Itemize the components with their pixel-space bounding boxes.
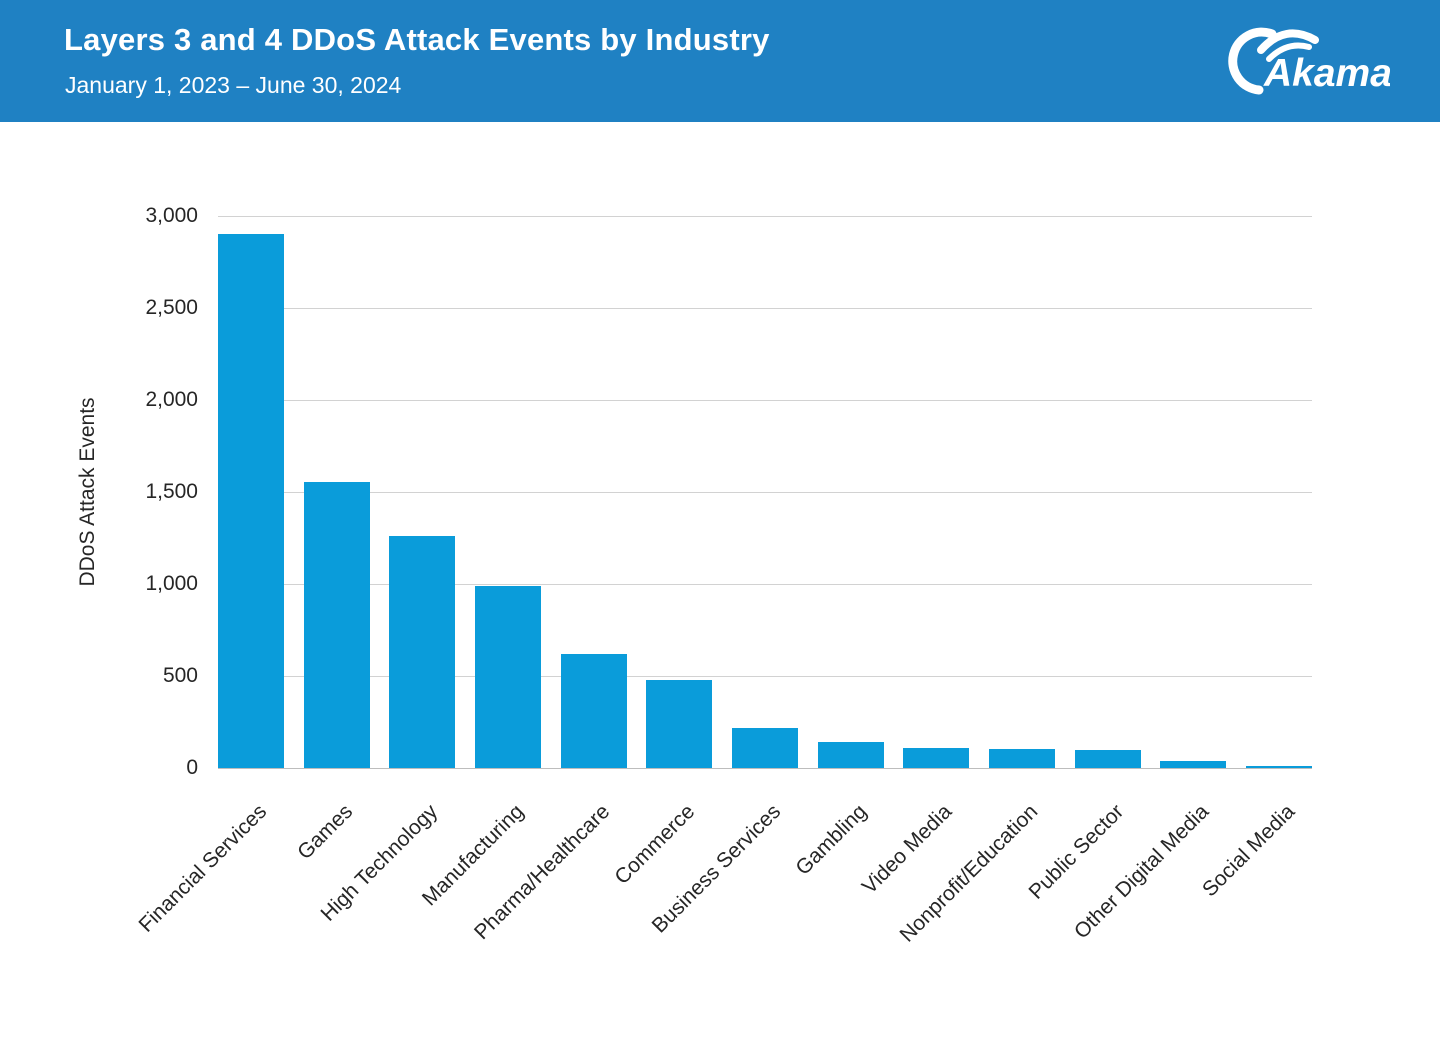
x-category-label: Social Media: [1197, 800, 1300, 902]
bar: [1246, 766, 1312, 768]
x-category-label: Games: [293, 800, 358, 865]
gridline: [218, 768, 1312, 769]
gridline: [218, 584, 1312, 585]
bar: [304, 482, 370, 768]
bar-chart: DDoS Attack Events 0 500 1,000 1,500 2,000 2,…: [0, 122, 1440, 1041]
bar: [1160, 761, 1226, 768]
gridline: [218, 492, 1312, 493]
bar: [561, 654, 627, 768]
y-tick-label: 1,000: [145, 572, 198, 595]
y-tick-label: 0: [186, 756, 198, 779]
bar: [218, 234, 284, 768]
date-range-subtitle: January 1, 2023 – June 30, 2024: [65, 72, 402, 98]
y-tick-label: 3,000: [145, 204, 198, 227]
bar: [818, 742, 884, 768]
akamai-swoosh-icon: Akamai: [1228, 27, 1404, 95]
gridline: [218, 216, 1312, 217]
gridline: [218, 400, 1312, 401]
y-tick-label: 2,500: [145, 296, 198, 319]
bar: [903, 748, 969, 768]
akamai-logo: Akamai: [1222, 26, 1404, 98]
bar: [989, 749, 1055, 768]
bar: [1075, 750, 1141, 768]
bar: [389, 536, 455, 768]
gridline: [218, 308, 1312, 309]
y-tick-label: 500: [162, 664, 198, 687]
y-tick-label: 1,500: [145, 480, 198, 503]
plot-area: [218, 216, 1312, 769]
bar: [646, 680, 712, 768]
header-banner: Layers 3 and 4 DDoS Attack Events by Ind…: [0, 0, 1440, 122]
bar: [475, 586, 541, 768]
y-tick-label: 2,000: [145, 388, 198, 411]
akamai-logo-text: Akamai: [1263, 52, 1390, 95]
bar: [732, 728, 798, 768]
gridline: [218, 676, 1312, 677]
page-title: Layers 3 and 4 DDoS Attack Events by Ind…: [64, 22, 770, 57]
